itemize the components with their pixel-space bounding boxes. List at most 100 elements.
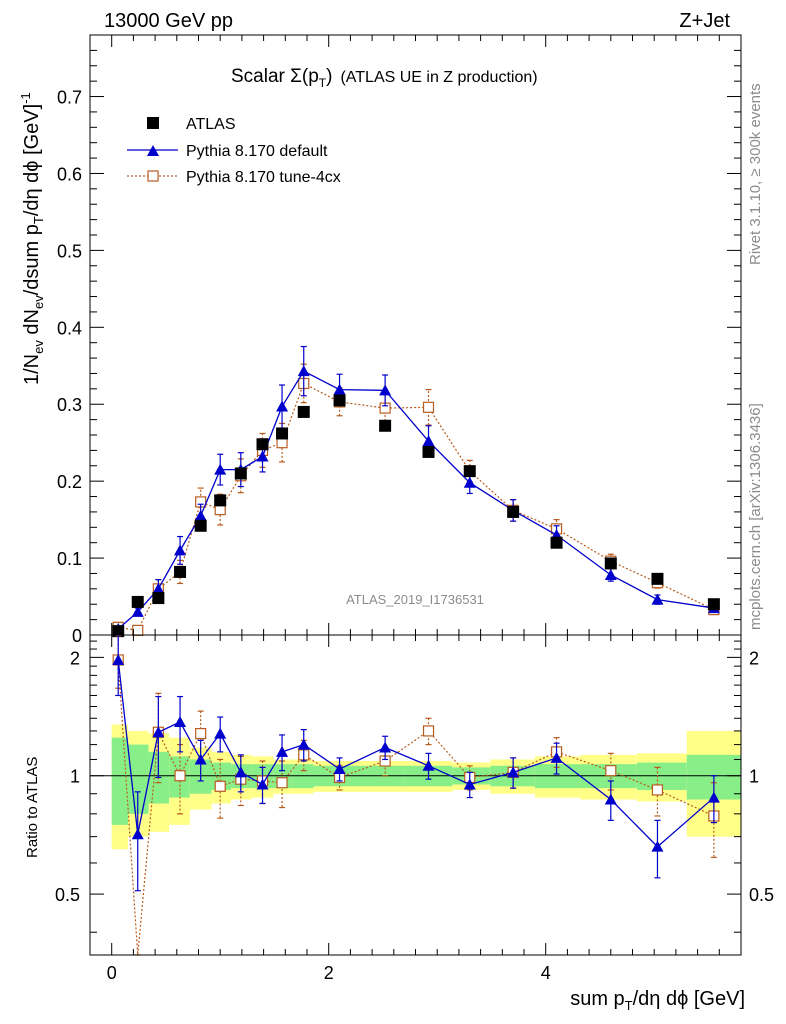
- legend-label-tune4cx: Pythia 8.170 tune-4cx: [186, 169, 341, 186]
- x-tick-label: 0: [107, 963, 117, 983]
- plot-title: Scalar Σ(pT) (ATLAS UE in Z production): [231, 66, 538, 90]
- legend-entry-tune4cx: Pythia 8.170 tune-4cx: [127, 169, 341, 186]
- legend-label-default: Pythia 8.170 default: [186, 143, 328, 160]
- atlas-point: [152, 592, 165, 605]
- default-ratio-point: [507, 766, 520, 778]
- default-point: [604, 569, 617, 580]
- y-axis-label: 1/Nev dNev/dsum pT/dη dϕ [GeV]-1: [18, 92, 46, 385]
- atlas-point: [651, 572, 664, 585]
- atlas-point: [214, 494, 227, 507]
- header-right: Z+Jet: [679, 10, 730, 32]
- tune4cx-ratio-point: [214, 780, 226, 792]
- atlas-point: [112, 625, 125, 638]
- atlas-point: [550, 536, 563, 549]
- tune4cx-point: [422, 401, 435, 413]
- default-ratio-point: [194, 753, 207, 765]
- default-point: [297, 365, 310, 377]
- atlas-point: [131, 595, 144, 608]
- default-ratio-point: [550, 751, 563, 763]
- ratio-y-tick-label-right: 1: [749, 767, 759, 787]
- atlas-point: [256, 438, 269, 451]
- default-point: [214, 463, 227, 475]
- ratio-y-axis-label: Ratio to ATLAS: [24, 757, 41, 858]
- tune4cx-ratio-point: [605, 765, 617, 777]
- atlas-point: [507, 505, 520, 518]
- default-ratio-point: [463, 778, 476, 790]
- atlas-point: [276, 427, 289, 440]
- default-ratio-point: [604, 793, 617, 805]
- atlas-point: [234, 467, 247, 480]
- ratio-plot-panel: 0 2 4 0.5 0.5 1 1 2 2: [55, 634, 774, 983]
- y-tick-label: 0: [72, 626, 82, 646]
- atlas-point: [297, 405, 310, 418]
- header-left: 13000 GeV pp: [104, 10, 233, 32]
- band-inner: [111, 737, 128, 825]
- tune4cx-ratio-point: [651, 784, 664, 796]
- y-tick-label: 0.1: [57, 549, 82, 569]
- default-point: [174, 544, 187, 556]
- default-ratio-point: [276, 745, 289, 757]
- atlas-point: [333, 394, 346, 407]
- legend-entry-default: Pythia 8.170 default: [127, 143, 328, 160]
- atlas-point: [379, 419, 392, 432]
- y-tick-label: 0.7: [57, 88, 82, 108]
- default-ratio-point: [112, 653, 125, 665]
- tune4cx-ratio-point: [276, 777, 288, 789]
- default-ratio-point: [422, 759, 435, 771]
- default-point: [152, 582, 165, 594]
- side-label-top: Rivet 3.1.10, ≥ 300k events: [747, 83, 764, 265]
- legend-label-atlas: ATLAS: [186, 116, 236, 133]
- atlas-point: [422, 445, 435, 458]
- default-point: [651, 593, 664, 605]
- default-point: [333, 383, 346, 395]
- legend-marker-tune4cx: [147, 170, 159, 182]
- default-ratio-point: [379, 741, 392, 753]
- y-tick-label: 0.5: [57, 241, 82, 261]
- main-plot-panel: 0 0.1 0.2 0.3 0.4 0.5 0.6 0.7 Scalar Σ(pT) (ATLA…: [57, 34, 742, 646]
- atlas-point: [174, 565, 187, 578]
- side-label-bottom: mcplots.cern.ch [arXiv:1306.3436]: [747, 403, 764, 630]
- default-ratio-point: [152, 726, 165, 738]
- legend-marker-default: [147, 145, 159, 156]
- default-ratio-point: [707, 791, 720, 803]
- default-ratio-point: [214, 727, 227, 739]
- y-tick-label: 0.2: [57, 472, 82, 492]
- default-ratio-point: [131, 828, 144, 840]
- default-point: [379, 384, 392, 396]
- default-ratio-point: [651, 840, 664, 852]
- tune4cx-ratio-point: [174, 770, 186, 782]
- legend-entry-atlas: ATLAS: [147, 116, 236, 133]
- tune4cx-point: [132, 624, 144, 636]
- default-point: [131, 605, 144, 617]
- atlas-point: [463, 465, 476, 478]
- ratio-y-tick-label: 0.5: [55, 885, 80, 905]
- default-line: [117, 370, 714, 630]
- tune4cx-ratio-point: [422, 725, 435, 737]
- legend-marker-atlas: [147, 117, 159, 129]
- analysis-watermark: ATLAS_2019_I1736531: [346, 592, 484, 607]
- atlas-point: [604, 557, 617, 570]
- y-tick-label: 0.3: [57, 395, 82, 415]
- legend: ATLAS Pythia 8.170 default Pythia 8.170 …: [127, 116, 341, 186]
- atlas-point: [194, 519, 207, 532]
- ratio-y-tick-label: 1: [70, 767, 80, 787]
- default-ratio-point: [333, 763, 346, 775]
- y-tick-label: 0.6: [57, 164, 82, 184]
- ratio-y-tick-label-right: 2: [749, 648, 759, 668]
- ratio-y-tick-label-right: 0.5: [749, 885, 774, 905]
- default-point: [422, 435, 435, 447]
- default-ratio-point: [234, 766, 247, 778]
- default-point: [463, 476, 476, 488]
- x-axis-label: sum pT/dη dϕ [GeV]: [570, 988, 745, 1013]
- default-point: [276, 400, 289, 412]
- x-tick-label: 2: [324, 963, 334, 983]
- default-ratio-point: [174, 715, 187, 727]
- default-ratio-point: [256, 778, 269, 790]
- tune4cx-ratio-point: [195, 727, 207, 740]
- default-point: [194, 509, 207, 521]
- default-point: [256, 450, 269, 462]
- x-tick-label: 4: [541, 963, 551, 983]
- default-ratio-point: [297, 738, 310, 750]
- atlas-point: [707, 598, 720, 611]
